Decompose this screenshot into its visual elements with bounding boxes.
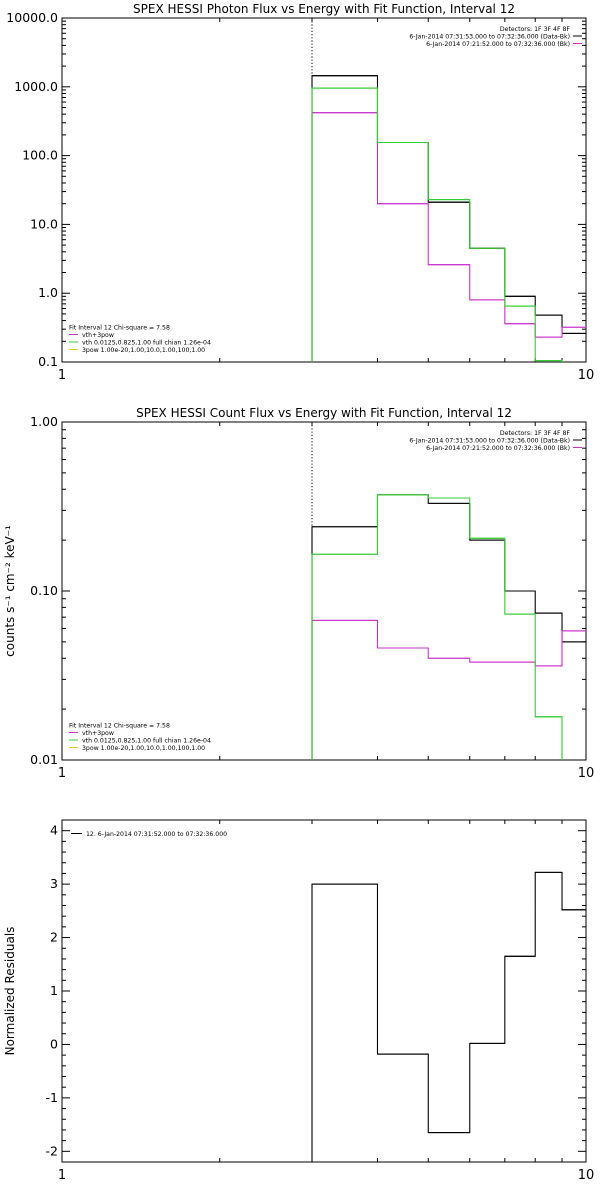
x-tick-label: 10 (578, 1168, 595, 1183)
y-tick-label: 2 (50, 930, 58, 945)
x-tick-label: 10 (578, 368, 595, 383)
y-tick-label: 100.0 (22, 148, 58, 163)
y-tick-label: -2 (46, 1143, 58, 1158)
x-tick-label: 1 (58, 766, 66, 781)
y-tick-label: 1.0 (38, 285, 58, 300)
plot-frame (61, 819, 587, 1163)
plot-area (311, 494, 586, 760)
series-line (311, 619, 586, 760)
y-axis-label: Normalized Residuals (3, 927, 17, 1056)
legend-bottom-left: Fit Interval 12 Chi-square = 7.58vth+3po… (69, 723, 211, 752)
y-tick-label: 4 (50, 823, 58, 838)
y-tick-label: 10000.0 (6, 10, 58, 25)
x-tick-label: 1 (58, 1168, 66, 1183)
legend-entry: 3pow 1.00e-20,1.00,10.0,1.00,100,1.00 (82, 347, 205, 354)
y-tick-label: 1000.0 (14, 79, 58, 94)
chart-panel-2: SPEX HESSI Count Flux vs Energy with Fit… (3, 406, 595, 781)
legend-entry: vth+3pow (82, 332, 114, 339)
y-axis-label: counts s⁻¹ cm⁻² keV⁻¹ (3, 525, 17, 657)
legend-entry: vth 0.0125,0.825,1.00 full chian 1.26e-0… (82, 340, 211, 347)
y-tick-label: 0.1 (38, 354, 58, 369)
x-tick-label: 1 (58, 368, 66, 383)
chart-panel-3: Normalized Residuals 1 10 -2 -1 0 1 2 3 4 12. 6-Ja… (3, 819, 595, 1183)
legend-entry: Detectors: 1F 3F 4F 8F (500, 26, 571, 33)
series-1 (311, 494, 586, 760)
legend-entry: vth 0.0125,0.825,1.00 full chian 1.26e-0… (82, 738, 211, 745)
legend-entry: 6-Jan-2014 07:21:52.000 to 07:32:36.000 … (426, 41, 570, 48)
series-1 (311, 871, 586, 1162)
legend-entry: 12. 6-Jan-2014 07:31:52.000 to 07:32:36.… (86, 831, 227, 838)
legend-top-right: Detectors: 1F 3F 4F 8F6-Jan-2014 07:31:5… (409, 430, 582, 452)
chart-panel-1: SPEX HESSI Photon Flux vs Energy with Fi… (6, 2, 594, 383)
series-3 (311, 87, 563, 362)
chart-title: SPEX HESSI Count Flux vs Energy with Fit… (136, 406, 512, 420)
series-2 (311, 619, 586, 760)
y-tick-label: -1 (46, 1090, 58, 1105)
legend-entry: Fit Interval 12 Chi-square = 7.58 (69, 723, 170, 730)
legend-entry: 6-Jan-2014 07:31:53.000 to 07:32:36.000 … (409, 438, 570, 445)
plot-area (311, 75, 586, 362)
legend-entry: 6-Jan-2014 07:31:53.000 to 07:32:36.000 … (409, 34, 570, 41)
y-tick-label: 1.00 (30, 414, 58, 429)
plot-area (311, 871, 586, 1162)
y-tick-label: 10.0 (30, 216, 58, 231)
series-line (311, 494, 563, 760)
legend-top-left: 12. 6-Jan-2014 07:31:52.000 to 07:32:36.… (71, 831, 227, 838)
series-2 (311, 112, 586, 362)
series-1 (311, 75, 586, 362)
series-line (311, 494, 586, 760)
legend-top-right: Detectors: 1F 3F 4F 8F6-Jan-2014 07:31:5… (409, 26, 582, 48)
chart-title: SPEX HESSI Photon Flux vs Energy with Fi… (133, 2, 515, 16)
x-tick-label: 10 (578, 766, 595, 781)
y-tick-label: 3 (50, 876, 58, 891)
series-line (311, 75, 586, 362)
y-tick-label: 1 (50, 983, 58, 998)
series-3 (311, 494, 563, 760)
series-line (311, 112, 586, 362)
series-line (311, 87, 563, 362)
legend-entry: 6-Jan-2014 07:21:52.000 to 07:32:36.000 … (426, 445, 570, 452)
y-tick-label: 0 (50, 1036, 58, 1051)
legend-entry: Fit Interval 12 Chi-square = 7.58 (69, 325, 170, 332)
legend-entry: vth+3pow (82, 730, 114, 737)
y-tick-label: 0.01 (30, 752, 58, 767)
legend-entry: 3pow 1.00e-20,1.00,10.0,1.00,100,1.00 (82, 745, 205, 752)
plot-frame (61, 17, 587, 363)
y-tick-label: 0.10 (30, 583, 58, 598)
legend-bottom-left: Fit Interval 12 Chi-square = 7.58vth+3po… (69, 325, 211, 354)
series-line (311, 871, 586, 1162)
legend-entry: Detectors: 1F 3F 4F 8F (500, 430, 571, 437)
